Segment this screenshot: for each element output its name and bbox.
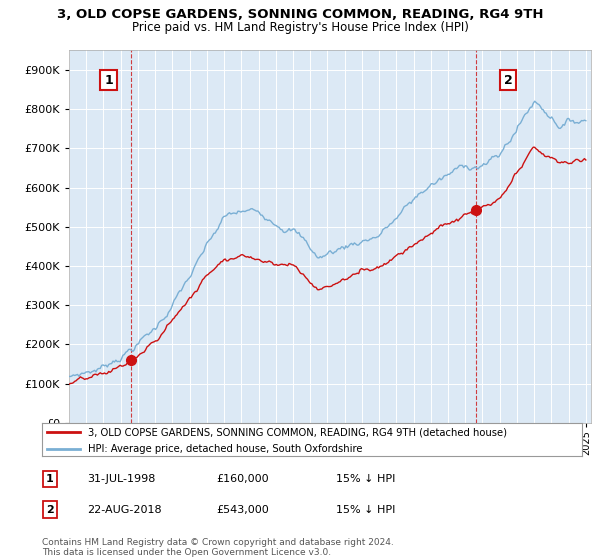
Text: 1: 1 — [104, 74, 113, 87]
Text: £160,000: £160,000 — [216, 474, 269, 484]
Text: Contains HM Land Registry data © Crown copyright and database right 2024.
This d: Contains HM Land Registry data © Crown c… — [42, 538, 394, 557]
Text: Price paid vs. HM Land Registry's House Price Index (HPI): Price paid vs. HM Land Registry's House … — [131, 21, 469, 34]
Text: 31-JUL-1998: 31-JUL-1998 — [87, 474, 155, 484]
Text: £543,000: £543,000 — [216, 505, 269, 515]
Text: HPI: Average price, detached house, South Oxfordshire: HPI: Average price, detached house, Sout… — [88, 444, 362, 454]
Text: 15% ↓ HPI: 15% ↓ HPI — [336, 474, 395, 484]
Text: 3, OLD COPSE GARDENS, SONNING COMMON, READING, RG4 9TH: 3, OLD COPSE GARDENS, SONNING COMMON, RE… — [57, 8, 543, 21]
Text: 15% ↓ HPI: 15% ↓ HPI — [336, 505, 395, 515]
Text: 22-AUG-2018: 22-AUG-2018 — [87, 505, 161, 515]
Text: 2: 2 — [46, 505, 53, 515]
Text: 1: 1 — [46, 474, 53, 484]
Text: 2: 2 — [504, 74, 512, 87]
Text: 3, OLD COPSE GARDENS, SONNING COMMON, READING, RG4 9TH (detached house): 3, OLD COPSE GARDENS, SONNING COMMON, RE… — [88, 427, 507, 437]
